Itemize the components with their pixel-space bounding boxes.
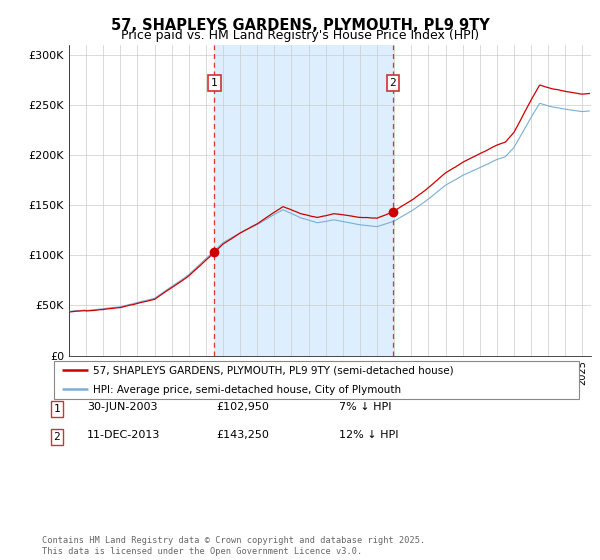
- Text: HPI: Average price, semi-detached house, City of Plymouth: HPI: Average price, semi-detached house,…: [94, 385, 401, 395]
- Text: Contains HM Land Registry data © Crown copyright and database right 2025.
This d: Contains HM Land Registry data © Crown c…: [42, 536, 425, 556]
- Text: 57, SHAPLEYS GARDENS, PLYMOUTH, PL9 9TY: 57, SHAPLEYS GARDENS, PLYMOUTH, PL9 9TY: [110, 18, 490, 34]
- Text: Price paid vs. HM Land Registry's House Price Index (HPI): Price paid vs. HM Land Registry's House …: [121, 29, 479, 42]
- Bar: [214, 45, 393, 356]
- Text: £143,250: £143,250: [216, 430, 269, 440]
- Text: 2: 2: [53, 432, 61, 442]
- Text: 2: 2: [389, 78, 396, 88]
- Text: 7% ↓ HPI: 7% ↓ HPI: [339, 402, 391, 412]
- Text: 1: 1: [211, 78, 218, 88]
- Text: 11-DEC-2013: 11-DEC-2013: [87, 430, 160, 440]
- Text: 1: 1: [53, 404, 61, 414]
- Text: 57, SHAPLEYS GARDENS, PLYMOUTH, PL9 9TY (semi-detached house): 57, SHAPLEYS GARDENS, PLYMOUTH, PL9 9TY …: [94, 366, 454, 376]
- FancyBboxPatch shape: [54, 361, 579, 399]
- Text: 30-JUN-2003: 30-JUN-2003: [87, 402, 157, 412]
- Text: 12% ↓ HPI: 12% ↓ HPI: [339, 430, 398, 440]
- Text: £102,950: £102,950: [216, 402, 269, 412]
